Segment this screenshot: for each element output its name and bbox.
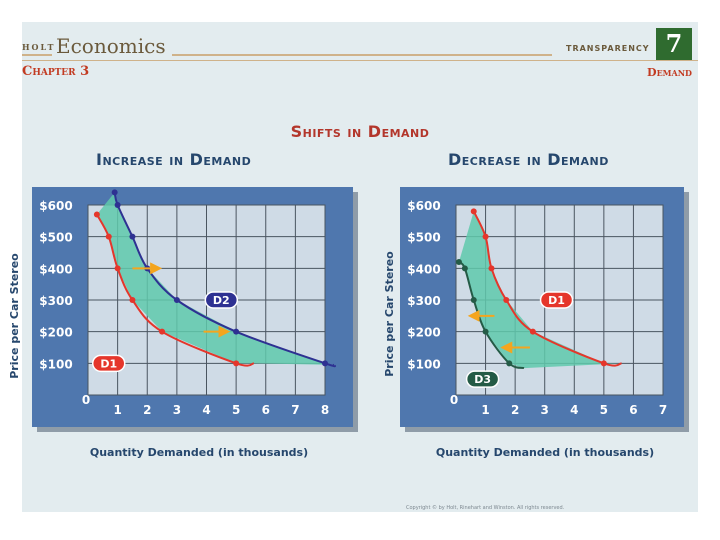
x-tick-label: 5 xyxy=(232,403,240,417)
y-tick-label: $100 xyxy=(39,357,72,371)
chapter-label: Chapter 3 xyxy=(22,64,90,79)
y-axis-label: Price per Car Stereo xyxy=(8,253,21,379)
x-tick-label: 6 xyxy=(262,403,270,417)
y-tick-label: $400 xyxy=(39,262,72,276)
data-point-d2 xyxy=(129,233,136,240)
curve-label-badge xyxy=(91,354,126,373)
book-title: Economics xyxy=(56,34,166,58)
x-axis-label: Quantity Demanded (in thousands) xyxy=(90,446,308,459)
x-tick-label: 4 xyxy=(570,403,578,417)
transparency-number: 7 xyxy=(656,28,692,60)
chart-title-decrease: Decrease in Demand xyxy=(448,150,609,169)
x-tick-label: 1 xyxy=(481,403,489,417)
x-tick-label: 2 xyxy=(143,403,151,417)
data-point-d2 xyxy=(173,297,180,303)
curve-label-d1: D1 xyxy=(100,357,117,370)
chart-title-increase: Increase in Demand xyxy=(96,150,252,169)
x-tick-label: 2 xyxy=(511,403,519,417)
data-point-d3 xyxy=(455,259,462,265)
header-rule-mid xyxy=(172,54,552,56)
y-tick-label: $500 xyxy=(407,231,440,245)
x-tick-label: 7 xyxy=(291,403,299,417)
x-tick-label: 5 xyxy=(600,403,608,417)
curve-label-d3: D3 xyxy=(474,373,491,386)
y-tick-label: $300 xyxy=(407,294,440,308)
data-point-d1 xyxy=(93,211,100,218)
y-tick-label: $100 xyxy=(407,357,440,371)
chart-increase: D1 D2 $100 $200 $300 $400 $500 $600 0 1 2 3 4 5 6 7 8 Qua… xyxy=(8,187,358,459)
topic-label: Demand xyxy=(647,66,692,79)
data-point-d1 xyxy=(114,265,121,272)
x-tick-label: 4 xyxy=(202,403,210,417)
data-point-d3 xyxy=(470,297,477,303)
chart-decrease: D1 D3 $100 $200 $300 $400 $500 $600 0 1 2 3 4 5 6 7 Quan… xyxy=(383,187,689,459)
header-rule-left xyxy=(22,54,52,56)
data-point-d1 xyxy=(600,360,607,367)
x-tick-label: 7 xyxy=(659,403,667,417)
data-point-d2 xyxy=(111,189,118,196)
plot-border xyxy=(455,204,664,396)
transparency-label: TRANSPARENCY xyxy=(566,44,650,53)
demand-shift-area xyxy=(458,211,622,369)
publisher-name: HOLT xyxy=(22,42,56,52)
copyright-footer: Copyright © by Holt, Rinehart and Winsto… xyxy=(406,505,565,511)
data-point-d1 xyxy=(233,360,240,367)
y-tick-label: $400 xyxy=(407,262,440,276)
curve-label-badge xyxy=(539,291,574,309)
x-tick-label: 3 xyxy=(541,403,549,417)
y-tick-label: $200 xyxy=(407,326,440,340)
data-point-d2 xyxy=(322,360,328,367)
x-axis-label: Quantity Demanded (in thousands) xyxy=(436,446,654,459)
data-point-d1 xyxy=(470,208,477,215)
y-tick-label: $200 xyxy=(39,326,72,340)
curve-label-badge xyxy=(204,291,239,309)
x-tick-label: 6 xyxy=(629,403,637,417)
curve-label-d2: D2 xyxy=(213,294,230,307)
x-tick-label: 3 xyxy=(173,403,181,417)
y-tick-label: $600 xyxy=(407,199,440,213)
y-tick-label: $300 xyxy=(39,294,72,308)
main-title: Shifts in Demand xyxy=(290,122,430,141)
data-point-d1 xyxy=(105,233,112,240)
data-point-d1 xyxy=(159,328,166,335)
data-point-d3 xyxy=(461,265,468,272)
header-rule-bottom xyxy=(22,60,698,61)
data-point-d1 xyxy=(529,328,536,335)
data-point-d2 xyxy=(233,328,240,335)
x-tick-label: 0 xyxy=(82,393,90,407)
x-tick-label: 0 xyxy=(450,393,458,407)
curve-label-d1: D1 xyxy=(548,294,565,307)
data-point-d1 xyxy=(488,265,495,272)
y-tick-label: $500 xyxy=(39,231,72,245)
data-point-d2 xyxy=(114,202,121,208)
curve-label-badge xyxy=(465,370,500,388)
x-tick-label: 8 xyxy=(321,403,329,417)
y-axis-label: Price per Car Stereo xyxy=(383,251,396,377)
data-point-d1 xyxy=(503,297,510,303)
data-point-d3 xyxy=(482,328,489,335)
demand-shift-area xyxy=(96,192,334,365)
x-tick-label: 1 xyxy=(113,403,121,417)
data-point-d3 xyxy=(506,360,513,367)
demand-curve-d2 xyxy=(113,192,336,368)
y-tick-label: $600 xyxy=(39,199,72,213)
data-point-d1 xyxy=(129,297,136,303)
plot-border xyxy=(87,204,326,396)
data-point-d1 xyxy=(482,233,489,240)
